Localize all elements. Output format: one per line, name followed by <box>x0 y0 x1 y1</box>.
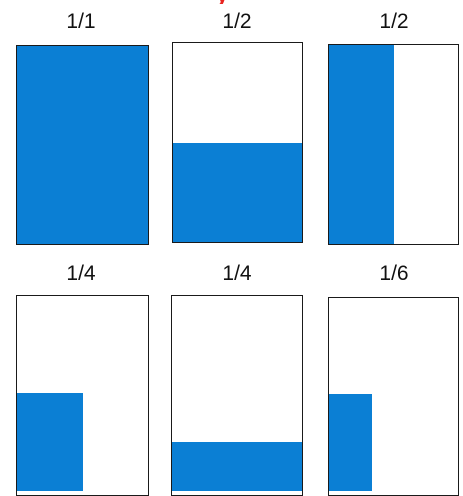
panel-1-shaded-region <box>17 46 148 244</box>
panel-6-shaded-region <box>329 394 372 491</box>
panel-3-box <box>328 44 459 245</box>
title-fragment-text: y <box>216 0 246 4</box>
panel-5-label: 1/4 <box>222 262 252 285</box>
panel-6-label: 1/6 <box>379 262 409 285</box>
panel-2-box <box>172 42 303 243</box>
panel-2-label: 1/2 <box>222 10 252 33</box>
title-fragment: y <box>216 0 246 4</box>
panel-4-shaded-region <box>17 393 83 491</box>
panel-5-box <box>171 295 303 496</box>
panel-3-shaded-region <box>329 45 394 244</box>
panel-6-box <box>328 297 459 496</box>
panel-1-label: 1/1 <box>66 10 96 33</box>
panel-2-shaded-region <box>173 143 302 242</box>
panel-4-label: 1/4 <box>66 262 96 285</box>
panel-5-shaded-region <box>172 442 302 491</box>
panel-4-box <box>16 295 149 496</box>
panel-3-label: 1/2 <box>379 10 409 33</box>
panel-1-box <box>16 45 149 245</box>
